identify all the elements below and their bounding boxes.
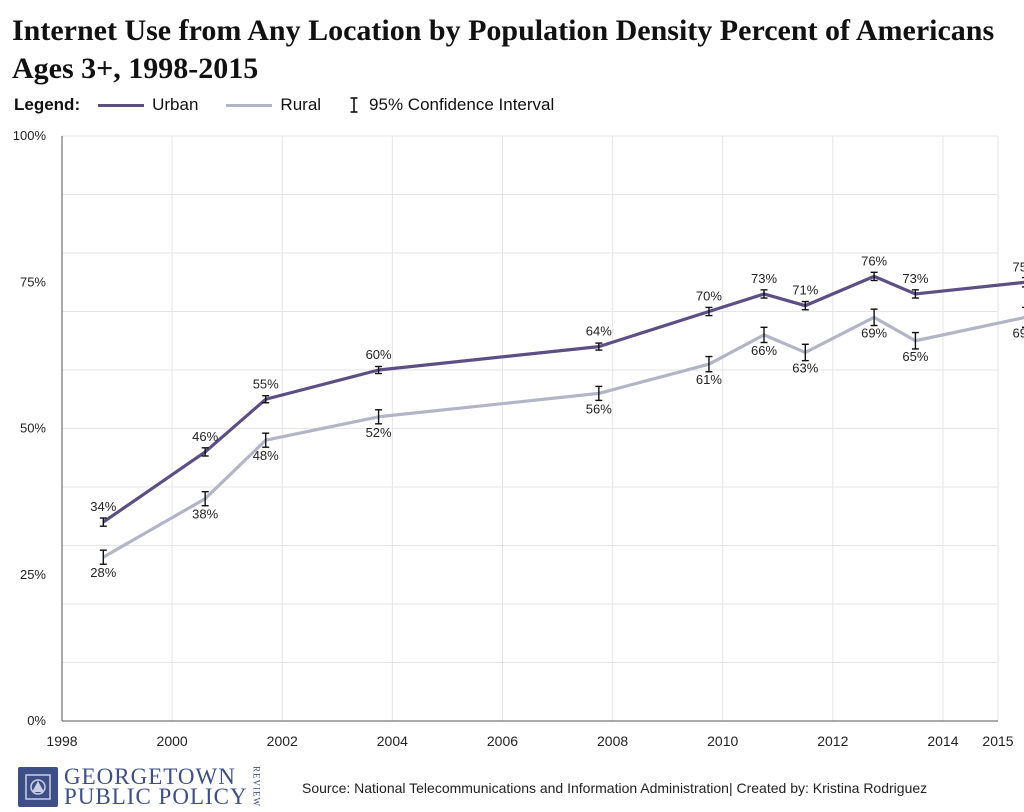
data-label-urban: 71% bbox=[792, 283, 818, 298]
legend: Legend: Urban Rural 95% Confidence Inter… bbox=[14, 92, 582, 118]
data-label-rural: 69% bbox=[861, 325, 887, 340]
y-tick-label: 75% bbox=[20, 274, 46, 289]
gppr-logo: GEORGETOWN PUBLIC POLICY REVIEW bbox=[18, 763, 262, 809]
y-tick-label: 50% bbox=[20, 421, 46, 436]
legend-rural-label: Rural bbox=[280, 95, 322, 114]
x-tick-label: 2014 bbox=[927, 733, 958, 749]
data-label-urban: 76% bbox=[861, 253, 887, 268]
line-chart: 0% 25% 50% 75% 100% 1998 2000 2002 2004 2006 2008 2… bbox=[13, 128, 1024, 749]
legend-ci-label: 95% Confidence Interval bbox=[369, 95, 555, 114]
data-label-urban: 55% bbox=[253, 376, 279, 391]
university-seal-icon bbox=[18, 766, 58, 807]
error-bar-icon bbox=[350, 97, 358, 113]
x-tick-label: 2015 bbox=[982, 733, 1013, 749]
data-label-rural: 28% bbox=[90, 565, 116, 580]
x-tick-label: 2010 bbox=[707, 733, 738, 749]
logo-side-text: REVIEW bbox=[251, 766, 262, 807]
data-label-urban: 64% bbox=[586, 324, 612, 339]
data-label-urban: 46% bbox=[192, 429, 218, 444]
data-label-rural: 48% bbox=[253, 448, 279, 463]
y-tick-label: 0% bbox=[27, 713, 46, 728]
data-label-urban: 75% bbox=[1013, 259, 1024, 274]
data-label-rural: 38% bbox=[192, 507, 218, 522]
urban-line-swatch bbox=[98, 103, 145, 107]
x-tick-label: 2006 bbox=[487, 733, 518, 749]
legend-item-ci: 95% Confidence Interval bbox=[349, 95, 554, 115]
chart-title: Internet Use from Any Location by Popula… bbox=[12, 14, 995, 85]
source-credit: Source: National Telecommunications and … bbox=[302, 780, 928, 796]
x-tick-label: 2008 bbox=[597, 733, 628, 749]
data-label-rural: 63% bbox=[792, 360, 818, 375]
rural-line-swatch bbox=[226, 103, 273, 107]
legend-item-urban: Urban bbox=[98, 95, 198, 115]
data-label-urban: 73% bbox=[751, 271, 777, 286]
legend-urban-label: Urban bbox=[152, 95, 199, 114]
y-tick-label: 25% bbox=[20, 567, 46, 582]
x-tick-label: 2000 bbox=[157, 733, 188, 749]
data-label-urban: 70% bbox=[696, 289, 722, 304]
data-label-rural: 65% bbox=[902, 349, 928, 364]
legend-item-rural: Rural bbox=[226, 95, 321, 115]
series-line-rural bbox=[102, 315, 1024, 559]
x-tick-label: 1998 bbox=[46, 733, 77, 749]
logo-line-2: PUBLIC POLICY bbox=[64, 783, 248, 809]
legend-label: Legend: bbox=[14, 95, 81, 114]
x-tick-label: 2002 bbox=[267, 733, 298, 749]
logo-line-1: GEORGETOWN bbox=[64, 763, 236, 789]
data-label-rural: 52% bbox=[366, 425, 392, 440]
data-label-rural: 61% bbox=[696, 372, 722, 387]
data-label-rural: 56% bbox=[586, 401, 612, 416]
data-label-rural: 66% bbox=[751, 343, 777, 358]
logo-wordmark: GEORGETOWN PUBLIC POLICY bbox=[64, 763, 248, 809]
x-tick-label: 2004 bbox=[377, 733, 408, 749]
series-line-urban bbox=[102, 274, 1024, 524]
data-label-urban: 34% bbox=[90, 499, 116, 514]
data-label-urban: 60% bbox=[366, 347, 392, 362]
x-tick-label: 2012 bbox=[817, 733, 848, 749]
footer: GEORGETOWN PUBLIC POLICY REVIEW Source: … bbox=[0, 760, 1024, 812]
data-label-rural: 69% bbox=[1013, 325, 1024, 340]
data-label-urban: 73% bbox=[902, 271, 928, 286]
y-tick-label: 100% bbox=[13, 128, 47, 143]
